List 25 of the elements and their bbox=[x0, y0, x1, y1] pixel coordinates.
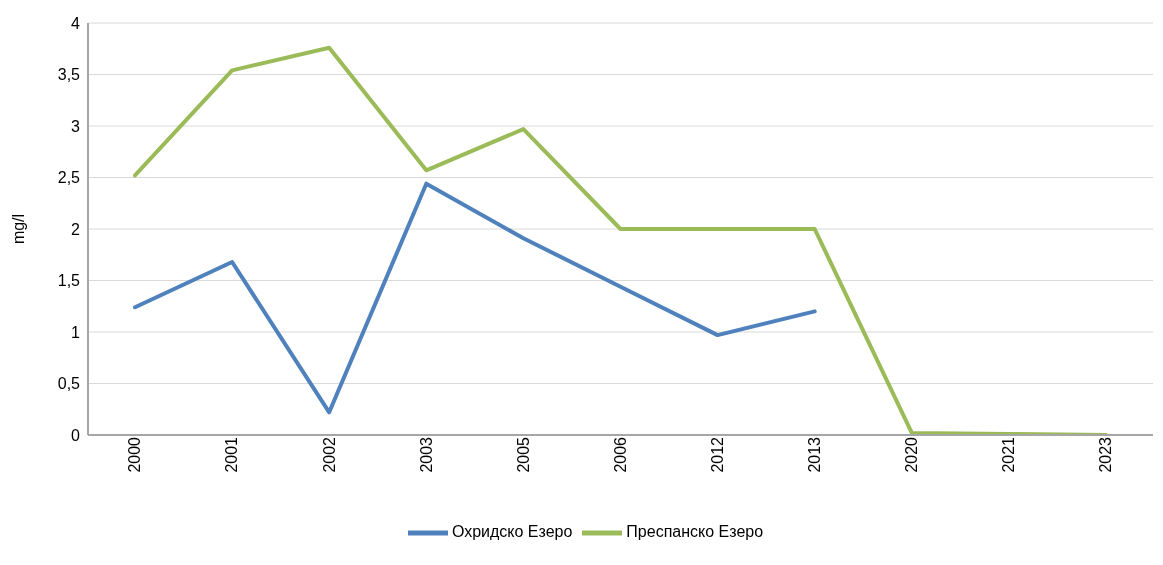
x-tick-label: 2013 bbox=[806, 436, 824, 473]
legend-label: Преспанско Езеро bbox=[626, 523, 764, 541]
x-tick-label: 2000 bbox=[126, 436, 144, 473]
y-tick-label: 3,5 bbox=[57, 66, 81, 84]
legend-label: Охридско Езеро bbox=[451, 523, 573, 541]
y-tick-label: 4 bbox=[71, 14, 81, 32]
x-tick-label: 2005 bbox=[514, 436, 532, 473]
x-tick-label: 2003 bbox=[417, 436, 435, 473]
y-tick-label: 0,5 bbox=[57, 375, 81, 393]
y-tick-label: 2 bbox=[71, 220, 81, 238]
x-tick-label: 2006 bbox=[611, 436, 629, 473]
x-tick-label: 2002 bbox=[320, 436, 338, 473]
y-tick-label: 2,5 bbox=[57, 169, 81, 187]
x-tick-label: 2001 bbox=[223, 436, 241, 473]
y-tick-label: 0 bbox=[71, 426, 81, 444]
y-axis-title: mg/l bbox=[9, 213, 27, 245]
x-tick-label: 2021 bbox=[1000, 436, 1018, 473]
y-tick-label: 3 bbox=[71, 117, 81, 135]
y-tick-label: 1 bbox=[71, 323, 81, 341]
y-tick-label: 1,5 bbox=[57, 272, 81, 290]
line-series bbox=[133, 181, 817, 415]
line-series bbox=[133, 45, 1108, 435]
x-tick-label: 2023 bbox=[1097, 436, 1115, 473]
x-tick-label: 2012 bbox=[708, 436, 726, 473]
x-tick-label: 2020 bbox=[903, 436, 921, 473]
